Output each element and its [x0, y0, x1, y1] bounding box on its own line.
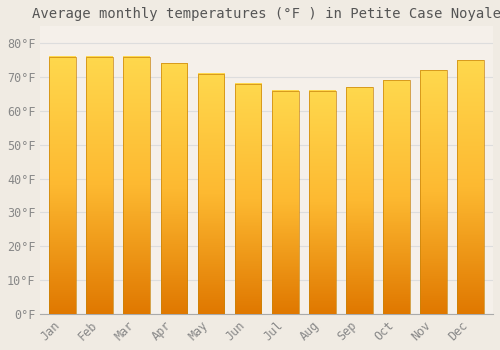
Bar: [346, 87, 373, 314]
Bar: [235, 84, 262, 314]
Bar: [309, 91, 336, 314]
Bar: [86, 57, 113, 314]
Bar: [383, 80, 410, 314]
Bar: [458, 60, 484, 314]
Title: Average monthly temperatures (°F ) in Petite Case Noyale: Average monthly temperatures (°F ) in Pe…: [32, 7, 500, 21]
Bar: [272, 91, 298, 314]
Bar: [420, 70, 447, 314]
Bar: [49, 57, 76, 314]
Bar: [124, 57, 150, 314]
Bar: [160, 63, 188, 314]
Bar: [198, 74, 224, 314]
